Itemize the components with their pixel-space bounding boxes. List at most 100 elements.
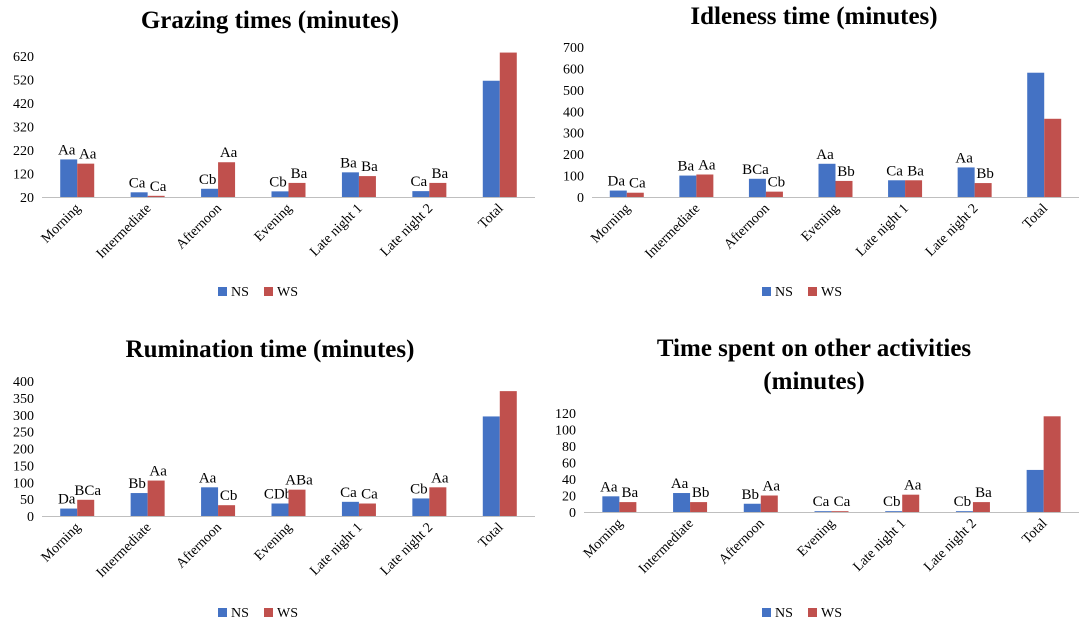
bar-ws-afternoon (218, 162, 236, 197)
data-label: Ca (629, 176, 646, 192)
x-category-label: Afternoon (174, 520, 225, 571)
data-label: Ca (813, 494, 830, 510)
x-category-label: Late night 2 (921, 516, 979, 574)
data-label: Cb (199, 172, 217, 188)
data-label: BCa (742, 162, 769, 178)
y-tick-label: 300 (563, 127, 584, 142)
x-category-label: Total (476, 201, 507, 232)
data-label: Ca (129, 175, 146, 191)
legend-swatch-ws (264, 287, 273, 296)
data-label: Aa (431, 470, 449, 486)
data-label: Ba (907, 163, 924, 179)
x-category-label: Morning (39, 520, 84, 565)
data-label: Cb (410, 481, 428, 497)
bar-ws-total (1043, 416, 1061, 512)
bar-ns-evening (271, 503, 289, 516)
data-label: Ca (340, 485, 357, 501)
bar-ws-morning (626, 192, 644, 197)
bar-ns-late-night-1 (888, 180, 906, 197)
legend-label-ws: WS (277, 285, 298, 300)
bar-ns-evening (271, 191, 289, 197)
data-label: Bb (742, 487, 760, 503)
data-label: Aa (600, 479, 618, 495)
bar-ns-intermediate (673, 493, 691, 512)
bar-ws-total (499, 52, 517, 198)
chart-title: Idleness time (minutes) (690, 3, 937, 30)
data-label: Cb (269, 174, 287, 190)
chart-title: (minutes) (763, 368, 864, 395)
x-category-label: Late night 1 (307, 201, 365, 259)
y-tick-label: 620 (13, 50, 34, 65)
data-label: Ba (361, 159, 378, 175)
bar-ns-morning (602, 496, 620, 512)
bar-ws-late-night-2 (429, 182, 447, 197)
data-label: Aa (149, 464, 167, 480)
chart-title: Time spent on other activities (657, 335, 972, 362)
data-label: Da (58, 492, 76, 508)
legend-label-ns: NS (775, 285, 793, 300)
data-label: Aa (763, 479, 781, 495)
bar-ns-late-night-2 (957, 167, 975, 197)
chart-svg: Grazing times (minutes) 20 120 220 320 420 520… (13, 7, 535, 300)
bar-ns-late-night-2 (955, 511, 973, 512)
bar-ns-late-night-2 (412, 498, 430, 516)
data-label: Ba (432, 166, 449, 182)
data-label: Aa (698, 158, 716, 174)
x-category-label: Total (476, 520, 507, 551)
legend-swatch-ws (264, 608, 273, 617)
y-tick-label: 250 (13, 426, 34, 441)
data-label: Aa (220, 145, 238, 161)
data-label: Cb (954, 494, 972, 510)
data-label: Ca (150, 179, 167, 195)
bar-ws-late-night-2 (974, 183, 992, 197)
bar-ns-afternoon (743, 503, 761, 512)
data-label: Cb (883, 494, 901, 510)
x-category-label: Evening (252, 520, 296, 564)
bar-ns-evening (814, 511, 832, 512)
x-category-label: Afternoon (716, 516, 767, 567)
bar-ws-afternoon (765, 191, 783, 197)
bar-ws-late-night-1 (902, 494, 920, 512)
y-tick-label: 300 (13, 409, 34, 424)
bar-ns-intermediate (130, 192, 148, 197)
data-label: Ba (291, 166, 308, 182)
y-tick-label: 320 (13, 121, 34, 136)
data-label: Da (608, 174, 626, 190)
data-label: Ba (340, 155, 357, 171)
y-tick-label: 80 (562, 440, 576, 455)
y-tick-label: 200 (563, 148, 584, 163)
x-category-label: Morning (581, 516, 626, 561)
chart-svg: Idleness time (minutes) 0 100 200 300 400 500 6… (563, 3, 1079, 300)
bar-ns-morning (60, 508, 78, 516)
legend-swatch-ws (808, 608, 817, 617)
bar-ws-late-night-2 (972, 502, 990, 512)
legend-swatch-ns (762, 608, 771, 617)
y-tick-label: 0 (569, 506, 576, 521)
x-category-label: Late night 2 (378, 520, 436, 578)
data-label: Ba (975, 485, 992, 501)
bar-ns-late-night-2 (412, 191, 430, 197)
bar-ns-late-night-1 (885, 511, 903, 512)
data-label: Ca (886, 163, 903, 179)
bar-ws-intermediate (690, 502, 708, 512)
data-label: Aa (199, 470, 217, 486)
bar-ws-evening (835, 180, 853, 197)
x-category-label: Evening (252, 201, 296, 245)
y-tick-label: 700 (563, 41, 584, 56)
x-category-label: Intermediate (94, 520, 155, 581)
bar-ws-late-night-2 (429, 487, 447, 516)
legend-swatch-ns (218, 608, 227, 617)
bar-ws-afternoon (218, 505, 236, 516)
bar-ws-morning (619, 502, 637, 512)
bar-ws-evening (831, 511, 849, 512)
bar-ns-intermediate (130, 493, 148, 516)
chart-panel-4: Time spent on other activities (minutes) 0… (544, 314, 1084, 628)
x-category-label: Evening (799, 201, 843, 245)
bar-ws-evening (288, 182, 306, 197)
data-label: Aa (79, 147, 97, 163)
x-category-label: Intermediate (94, 201, 155, 262)
chart-panel-1: Grazing times (minutes) 20 120 220 320 420 520… (0, 0, 540, 314)
legend-swatch-ws (808, 287, 817, 296)
data-label: BCa (74, 483, 101, 499)
